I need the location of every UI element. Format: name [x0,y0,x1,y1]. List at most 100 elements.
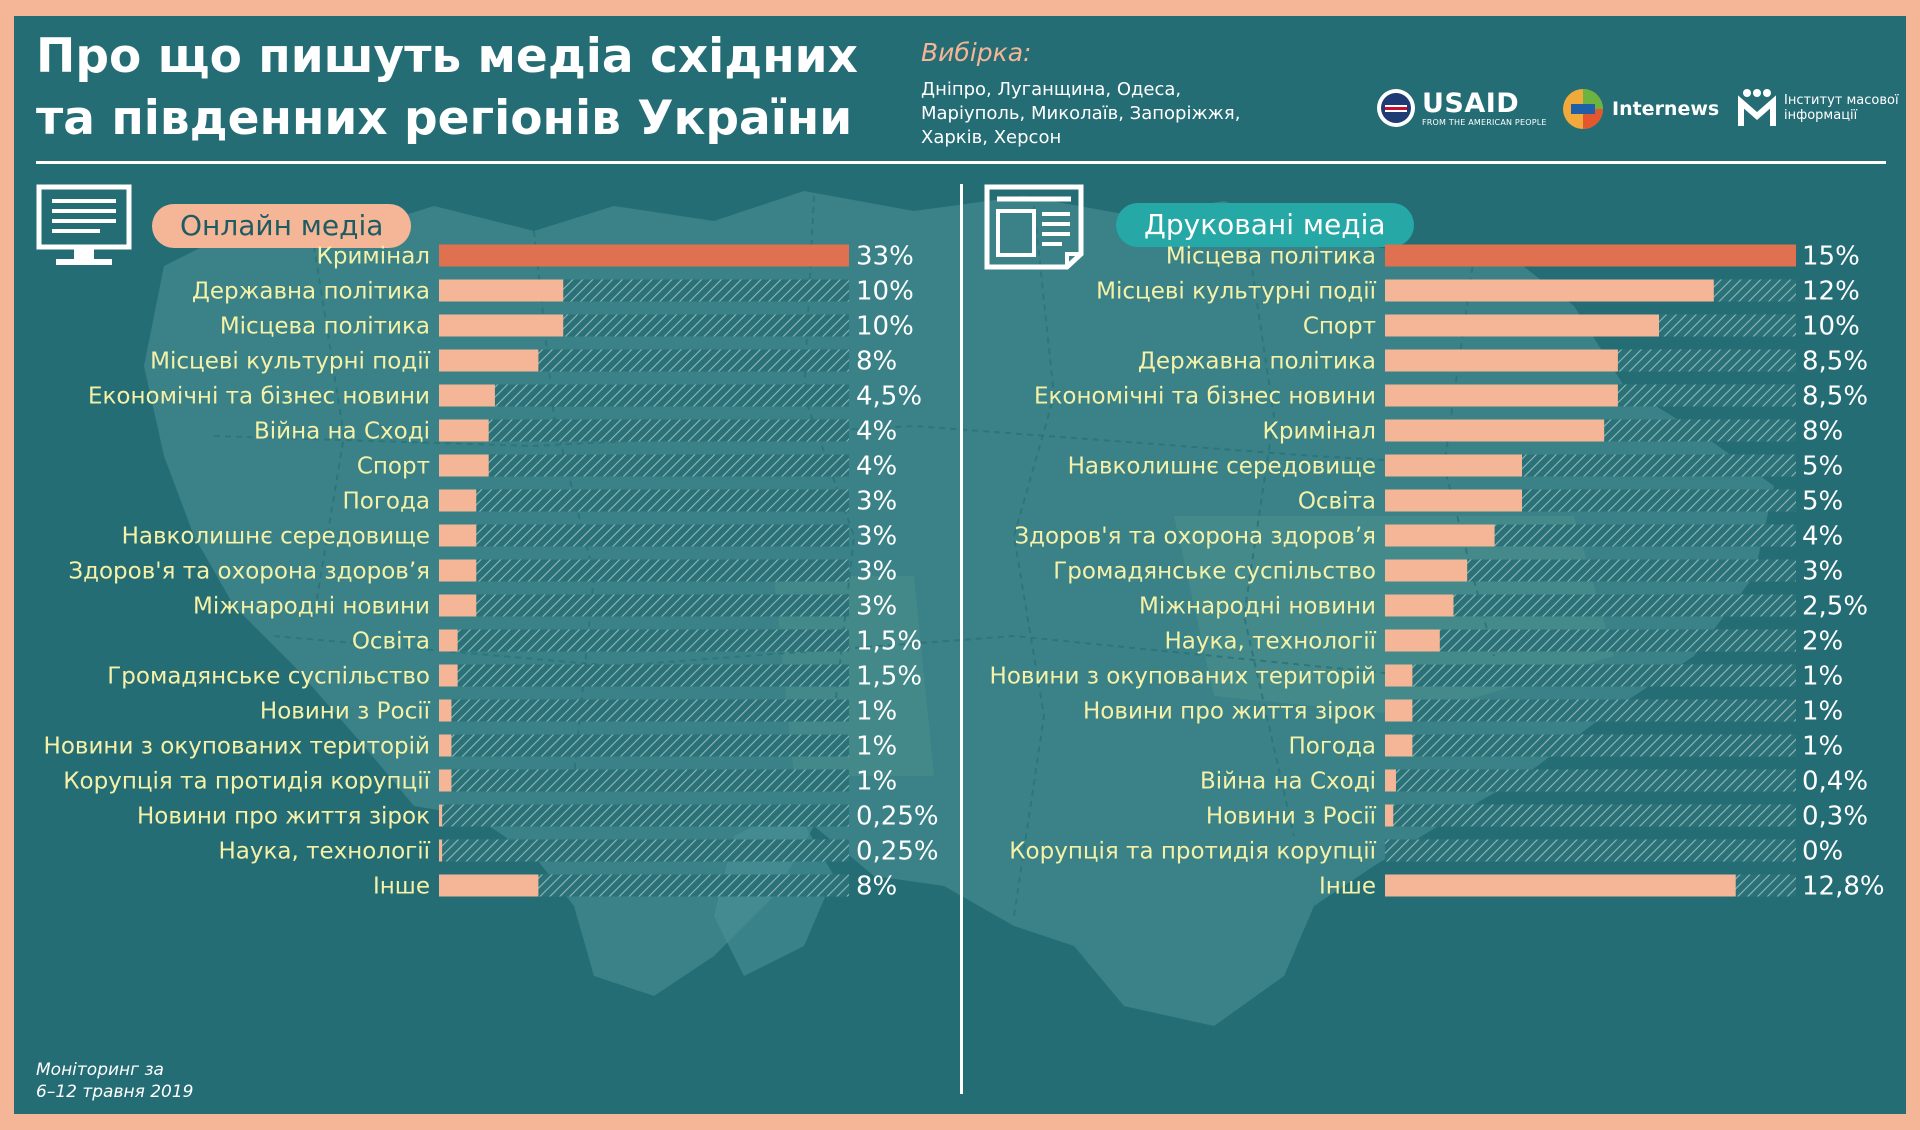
print-value-label: 1% [1802,732,1843,762]
online-bar-track [439,349,849,372]
online-category-label: Кримінал [317,244,430,270]
online-value-label: 33% [856,242,914,272]
panel-divider [960,184,963,1094]
online-category-label: Освіта [352,629,430,655]
print-bar [1385,874,1736,897]
print-category-label: Освіта [1298,489,1376,515]
online-category-label: Економічні та бізнес новини [88,384,430,410]
footnote-line-2: 6–12 травня 2019 [36,1082,194,1102]
print-bar-track [1385,804,1796,827]
computer-monitor-icon [36,184,132,265]
print-bar [1385,769,1396,792]
print-value-label: 8,5% [1802,382,1868,412]
online-bar [439,384,495,407]
print-media-heading: Друковані медіа [1116,203,1414,247]
print-bar [1385,419,1605,442]
online-category-label: Здоров'я та охорона здоров’я [68,559,430,585]
print-bar [1385,279,1714,302]
sample-line-2: Маріуполь, Миколаїв, Запоріжжя, [921,103,1241,124]
online-category-label: Погода [342,489,430,515]
online-bar-track [439,454,849,477]
online-value-label: 10% [856,312,914,342]
print-bar [1385,244,1796,267]
print-bar-track [1385,594,1796,617]
online-bar-track [439,594,849,617]
online-bar-track [439,489,849,512]
print-category-label: Державна політика [1138,349,1376,375]
footnote-line-1: Моніторинг за [36,1060,164,1080]
print-category-label: Кримінал [1263,419,1376,445]
online-value-label: 4,5% [856,382,922,412]
print-category-label: Війна на Сході [1200,769,1376,795]
header-divider [36,161,1886,164]
online-category-label: Новини про життя зірок [137,804,430,830]
online-category-label: Новини з окупованих територій [44,734,430,760]
online-bar [439,279,564,302]
print-bar-track [1385,734,1796,757]
print-bar [1385,349,1618,372]
online-bar [439,419,489,442]
print-category-label: Корупція та протидія корупції [1009,839,1376,865]
print-category-label: Міжнародні новини [1139,594,1376,620]
online-value-label: 8% [856,347,897,377]
print-category-label: Навколишнє середовище [1068,454,1376,480]
print-value-label: 1% [1802,697,1843,727]
sample-line-1: Дніпро, Луганщина, Одеса, [921,79,1182,100]
online-category-label: Громадянське суспільство [107,664,430,690]
online-category-label: Спорт [357,454,430,480]
print-value-label: 4% [1802,522,1843,552]
online-category-label: Новини з Росії [260,699,431,725]
print-value-label: 5% [1802,452,1843,482]
online-bar [439,839,443,862]
online-bar-track [439,734,849,757]
online-category-label: Міжнародні новини [193,594,430,620]
print-bar [1385,454,1522,477]
online-value-label: 3% [856,557,897,587]
online-bar-track [439,839,849,862]
online-bar [439,349,539,372]
usaid-logo: USAID FROM THE AMERICAN PEOPLE [1376,88,1547,128]
online-value-label: 1,5% [856,662,922,692]
online-bar [439,629,458,652]
print-bar-track [1385,664,1796,687]
print-bar-track [1385,699,1796,722]
print-category-label: Інше [1319,874,1376,900]
print-category-label: Громадянське суспільство [1053,559,1376,585]
print-category-label: Новини про життя зірок [1083,699,1376,725]
sample-label: Вибірка: [921,38,1032,67]
online-bar [439,699,452,722]
infographic: Про що пишуть медіа східних та південних… [14,16,1906,1114]
online-value-label: 4% [856,417,897,447]
internews-name: Internews [1612,98,1720,120]
print-bar-track [1385,559,1796,582]
print-media-chart: Місцева політика 15% Місцеві культурні под… [990,242,1885,902]
sample-line-3: Харків, Херсон [921,127,1062,148]
online-value-label: 0,25% [856,802,939,832]
online-media-chart: Кримінал 33% Державна політика 10% Місцева п… [44,242,939,902]
print-category-label: Новини з окупованих територій [990,664,1376,690]
print-value-label: 1% [1802,662,1843,692]
online-value-label: 1% [856,732,897,762]
imi-mark-icon [1738,89,1776,126]
print-bar-track [1385,629,1796,652]
online-bar [439,874,539,897]
print-value-label: 15% [1802,242,1860,272]
online-bar [439,734,452,757]
online-bar [439,804,443,827]
title-line-2: та південних регіонів України [36,91,853,146]
online-bar [439,524,477,547]
print-value-label: 10% [1802,312,1860,342]
online-category-label: Місцева політика [220,314,430,340]
imi-logo: Інститут масової інформації [1738,88,1904,128]
online-category-label: Корупція та протидія корупції [63,769,430,795]
print-value-label: 0% [1802,837,1843,867]
online-bar-track [439,384,849,407]
print-category-label: Погода [1288,734,1376,760]
online-bar [439,559,477,582]
print-category-label: Економічні та бізнес новини [1034,384,1376,410]
online-value-label: 0,25% [856,837,939,867]
print-value-label: 0,3% [1802,802,1868,832]
print-category-label: Здоров'я та охорона здоров’я [1014,524,1376,550]
print-category-label: Місцева політика [1166,244,1376,270]
online-value-label: 8% [856,872,897,902]
